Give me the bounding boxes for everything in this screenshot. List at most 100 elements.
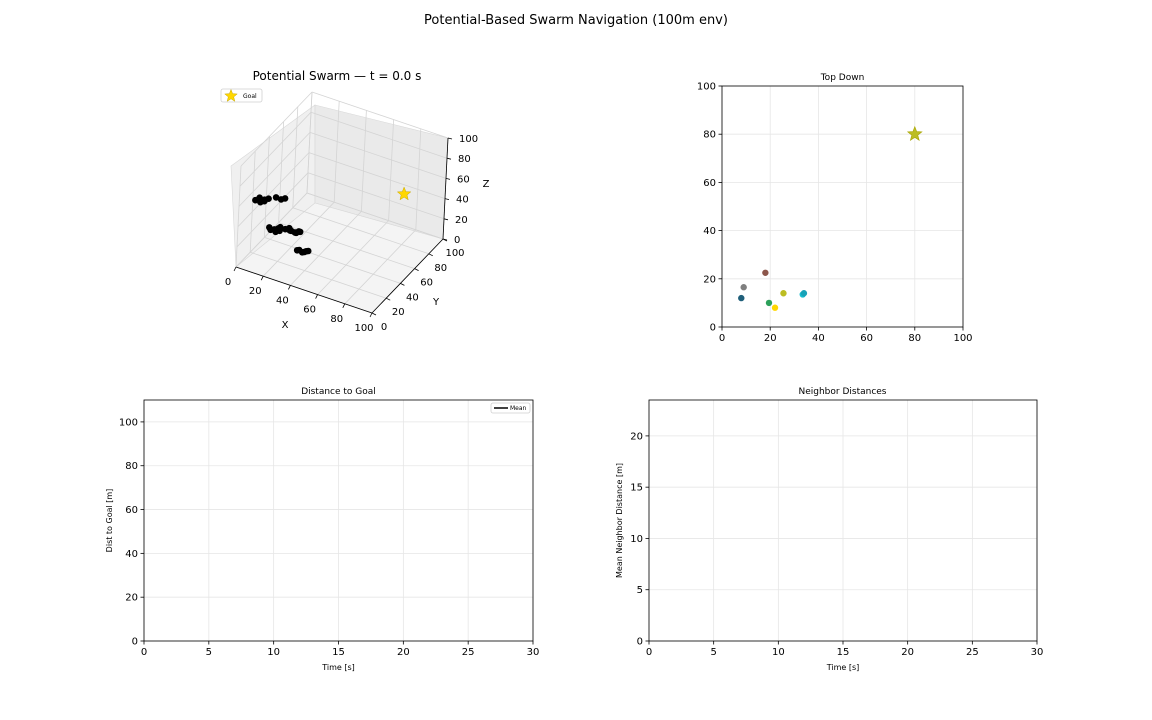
- y3d-tick-label: 20: [392, 307, 405, 318]
- x3d-tick: [369, 312, 373, 318]
- drone-marker-3d: [295, 246, 303, 254]
- y3d-tick: [428, 253, 433, 257]
- back-grid-z: [309, 132, 447, 179]
- neighbor-xtick-label: 30: [1031, 647, 1044, 658]
- top-down-goal: [906, 125, 923, 141]
- z3d-tick: [447, 137, 453, 140]
- y3d-tick: [414, 268, 419, 271]
- z3d-tick: [446, 157, 452, 160]
- x3d-tick: [233, 266, 237, 272]
- drone-marker-3d: [296, 228, 304, 236]
- neighbor-title: Neighbor Distances: [798, 387, 886, 397]
- distance-xtick-label: 30: [527, 647, 540, 658]
- back-grid-x: [333, 101, 340, 203]
- y3d-tick-label: 60: [420, 278, 433, 289]
- top-down-xtick-label: 100: [953, 333, 972, 344]
- distance-ytick-label: 60: [125, 505, 138, 516]
- top-down-ytick-label: 0: [710, 323, 716, 334]
- distance-xtick-label: 5: [206, 647, 212, 658]
- floor-grid-y: [292, 207, 429, 255]
- left-grid-z: [238, 132, 311, 207]
- top-down-ytick-label: 20: [703, 274, 716, 285]
- left-grid-y: [306, 91, 313, 194]
- legend-star-icon: [224, 88, 238, 102]
- z3d-tick: [445, 178, 451, 180]
- z3d-tick-label: 40: [456, 195, 469, 206]
- neighbor-xtick-label: 10: [772, 647, 785, 658]
- z-axis-line: [442, 137, 449, 240]
- back-grid-z: [311, 91, 449, 139]
- distance-legend-box: [490, 402, 531, 414]
- back-grid-z: [310, 111, 448, 159]
- distance-axes: Distance to Goal 0 5 10 15 20 25 30 0 20 40 60 80 10…: [105, 387, 539, 672]
- top-down-ytick-label: 80: [703, 130, 716, 141]
- goal-star: [906, 125, 923, 141]
- x3d-tick-label: 20: [249, 286, 262, 297]
- z-axis-label: Z: [483, 179, 490, 190]
- x3d-tick: [288, 285, 291, 290]
- top-down-ytick-label: 40: [703, 226, 716, 237]
- back-grid-x: [415, 128, 422, 230]
- left-grid-z: [239, 111, 312, 187]
- drone-point: [800, 290, 808, 297]
- neighbor-xtick-label: 5: [710, 647, 716, 658]
- left-grid-y: [235, 165, 242, 268]
- drone-marker-3d: [287, 227, 295, 235]
- drone-point: [771, 304, 779, 311]
- swarm-3d-axes: Potential Swarm — t = 0.0 s 020406080100…: [220, 69, 490, 334]
- grid-3d: [235, 91, 449, 314]
- swarm-3d-title: Potential Swarm — t = 0.0 s: [253, 69, 422, 83]
- y3d-tick: [371, 312, 377, 316]
- neighbor-axes: Neighbor Distances 0 5 10 15 20 25 3005101520 …: [615, 387, 1043, 672]
- top-down-frame: [721, 85, 964, 328]
- neighbor-xtick-label: 20: [901, 647, 914, 658]
- drone-point: [765, 299, 773, 307]
- neighbor-xtick-label: 25: [966, 647, 979, 658]
- distance-xtick-label: 20: [397, 647, 410, 658]
- floor-grid-x: [262, 201, 335, 277]
- y-axis-label: Y: [432, 297, 440, 308]
- left-grid-y: [264, 136, 270, 238]
- y3d-tick-label: 100: [445, 248, 464, 259]
- floor-grid-x: [317, 220, 389, 295]
- left-grid-z: [240, 91, 313, 167]
- neighbor-ytick-label: 20: [630, 431, 643, 442]
- distance-ytick-label: 100: [119, 417, 138, 428]
- goal-3d: [396, 186, 412, 201]
- y3d-tick-label: 80: [434, 263, 447, 274]
- x3d-tick-label: 60: [303, 305, 316, 316]
- neighbor-ytick-label: 5: [637, 585, 643, 596]
- neighbor-ylabel: Mean Neighbor Distance [m]: [615, 463, 624, 578]
- z3d-tick-label: 100: [459, 134, 478, 145]
- x3d-tick: [260, 276, 264, 281]
- neighbor-ticks: 0 5 10 15 20 25 30 0 5 10 15 20: [630, 431, 1043, 658]
- back-grid-x: [361, 110, 367, 212]
- z3d-tick-label: 60: [457, 174, 470, 185]
- left-grid-y: [278, 121, 284, 223]
- drone-point: [780, 290, 787, 297]
- distance-grid: [143, 400, 534, 642]
- x3d-tick-label: 0: [225, 277, 231, 288]
- distance-title: Distance to Goal: [301, 387, 376, 397]
- top-down-xtick-label: 40: [812, 333, 825, 344]
- floor-grid-y: [264, 237, 401, 284]
- drone-marker-3d: [277, 223, 284, 231]
- figure-suptitle: Potential-Based Swarm Navigation (100m e…: [424, 13, 728, 28]
- floor-grid-x: [344, 229, 417, 305]
- top-down-xtick-label: 80: [908, 333, 921, 344]
- top-down-grid: [721, 85, 964, 328]
- z3d-tick-label: 80: [458, 154, 471, 165]
- drone-marker-3d: [256, 194, 263, 201]
- x3d-tick-label: 40: [276, 295, 289, 306]
- distance-legend-label: Mean: [510, 405, 527, 412]
- top-down-xtick-label: 20: [764, 333, 777, 344]
- top-down-ticks: 0 20 40 60 80 100 0 20 40 60 80 100: [697, 82, 973, 345]
- drone-marker-3d: [304, 247, 312, 255]
- z3d-tick: [444, 198, 450, 200]
- x-axis-label: X: [282, 320, 289, 331]
- legend-goal-star: [224, 88, 238, 102]
- distance-ytick-label: 40: [125, 549, 138, 560]
- x3d-tick: [342, 303, 346, 308]
